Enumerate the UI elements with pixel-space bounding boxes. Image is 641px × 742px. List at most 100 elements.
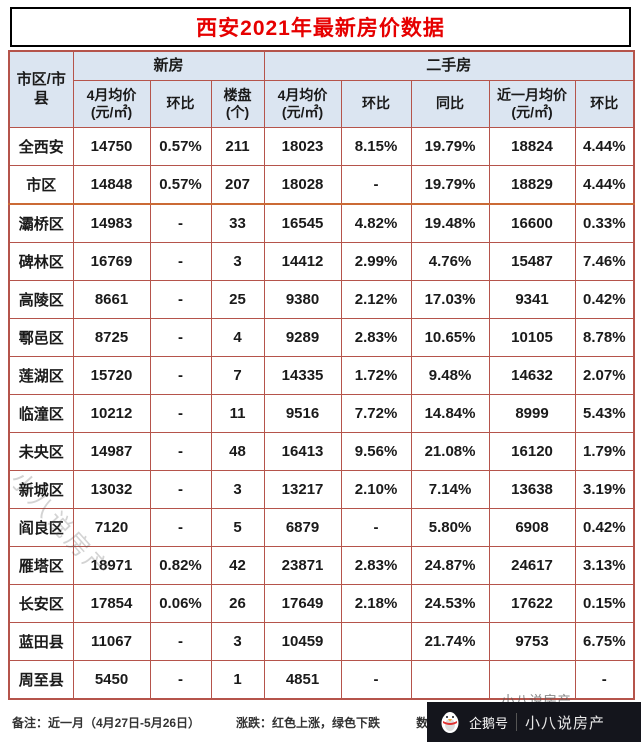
value-cell: 10.65%	[410, 318, 490, 357]
value-cell: 2.10%	[340, 470, 412, 509]
badge-account-label: 小八说房产	[525, 714, 606, 732]
value-cell: 10459	[263, 622, 342, 661]
value-cell: 9289	[263, 318, 342, 357]
col-header-new-mom: 环比	[149, 80, 212, 128]
value-cell: 21.08%	[410, 432, 490, 471]
value-cell: 13217	[263, 470, 342, 509]
value-cell: 1.79%	[574, 432, 635, 471]
value-cell: 8661	[72, 280, 151, 319]
district-name-cell: 长安区	[8, 584, 74, 623]
value-cell: 0.57%	[149, 165, 212, 205]
value-cell: 10105	[488, 318, 576, 357]
value-cell: 7.46%	[574, 242, 635, 281]
value-cell: 23871	[263, 546, 342, 585]
value-cell: 4851	[263, 660, 342, 700]
table-row: 新城区 13032-3 13217 2.10% 7.14% 13638 3.19%	[8, 470, 635, 509]
footer-note: 备注：近一月（4月27日-5月26日）	[12, 716, 201, 730]
district-name-cell: 灞桥区	[8, 203, 74, 243]
value-cell: 2.18%	[340, 584, 412, 623]
value-cell: 5.80%	[410, 508, 490, 547]
value-cell: 3	[210, 622, 265, 661]
value-cell: -	[149, 242, 212, 281]
col-header-used-mom: 环比	[340, 80, 412, 128]
table-row: 灞桥区 14983-33 16545 4.82% 19.48% 16600 0.33%	[8, 203, 635, 243]
value-cell: -	[340, 660, 412, 700]
value-cell: 6.75%	[574, 622, 635, 661]
value-cell: -	[149, 508, 212, 547]
value-cell: 3.19%	[574, 470, 635, 509]
value-cell: 33	[210, 203, 265, 243]
value-cell: 2.83%	[340, 318, 412, 357]
value-cell: 16600	[488, 203, 576, 243]
table-row: 全西安 14750 0.57% 211 18023 8.15% 19.79% 18824 4.4…	[8, 127, 635, 166]
value-cell: 9516	[263, 394, 342, 433]
value-cell: 4	[210, 318, 265, 357]
value-cell: -	[149, 394, 212, 433]
value-cell: 6879	[263, 508, 342, 547]
value-cell: 14750	[72, 127, 151, 166]
value-cell: -	[149, 203, 212, 243]
table-row: 未央区 14987-48 16413 9.56% 21.08% 16120 1.79%	[8, 432, 635, 471]
value-cell: 18824	[488, 127, 576, 166]
value-cell: 2.99%	[340, 242, 412, 281]
value-cell: -	[149, 470, 212, 509]
value-cell: 15487	[488, 242, 576, 281]
value-cell: 24.53%	[410, 584, 490, 623]
value-cell: -	[149, 622, 212, 661]
penguin-icon	[439, 710, 461, 734]
table-row: 雁塔区 18971 0.82% 42 23871 2.83% 24.87% 24617 3.13…	[8, 546, 635, 585]
value-cell: 42	[210, 546, 265, 585]
district-name-cell: 碑林区	[8, 242, 74, 281]
value-cell: 5.43%	[574, 394, 635, 433]
value-cell: 2.83%	[340, 546, 412, 585]
value-cell: 4.44%	[574, 127, 635, 166]
value-cell: -	[149, 356, 212, 395]
district-name-cell: 新城区	[8, 470, 74, 509]
value-cell: 10212	[72, 394, 151, 433]
value-cell: -	[574, 660, 635, 700]
value-cell: 6908	[488, 508, 576, 547]
col-header-new-april-avg: 4月均价(元/㎡)	[72, 80, 151, 128]
value-cell: 13638	[488, 470, 576, 509]
value-cell: 1	[210, 660, 265, 700]
value-cell: 18028	[263, 165, 342, 205]
district-name-cell: 周至县	[8, 660, 74, 700]
value-cell: 9341	[488, 280, 576, 319]
value-cell: 2.07%	[574, 356, 635, 395]
value-cell: -	[149, 432, 212, 471]
value-cell: 4.82%	[340, 203, 412, 243]
value-cell	[340, 622, 412, 661]
value-cell: 17622	[488, 584, 576, 623]
value-cell: 9380	[263, 280, 342, 319]
table-row: 市区 14848 0.57% 207 18028-19.79% 18829 4.44%	[8, 165, 635, 205]
table-row: 鄠邑区 8725-4 9289 2.83% 10.65% 10105 8.78%	[8, 318, 635, 357]
value-cell: 4.44%	[574, 165, 635, 205]
table-row: 周至县 5450-1 4851- -	[8, 660, 635, 700]
value-cell: 17.03%	[410, 280, 490, 319]
value-cell: 13032	[72, 470, 151, 509]
value-cell: 11067	[72, 622, 151, 661]
title-box: 西安2021年最新房价数据	[10, 7, 631, 47]
value-cell: 0.33%	[574, 203, 635, 243]
badge-divider	[516, 713, 518, 731]
district-name-cell: 临潼区	[8, 394, 74, 433]
value-cell: 3	[210, 470, 265, 509]
value-cell: 9753	[488, 622, 576, 661]
value-cell: 24.87%	[410, 546, 490, 585]
value-cell: 18023	[263, 127, 342, 166]
value-cell: 19.48%	[410, 203, 490, 243]
district-name-cell: 阎良区	[8, 508, 74, 547]
value-cell: 17649	[263, 584, 342, 623]
value-cell: 8999	[488, 394, 576, 433]
value-cell: 7.72%	[340, 394, 412, 433]
col-header-used-yoy: 同比	[410, 80, 490, 128]
price-table: 市区/市县 新房 二手房 4月均价(元/㎡) 环比 楼盘(个) 4月均价(元/㎡…	[8, 50, 636, 700]
value-cell: 207	[210, 165, 265, 205]
value-cell: 16120	[488, 432, 576, 471]
value-cell: 25	[210, 280, 265, 319]
value-cell: 3	[210, 242, 265, 281]
value-cell	[410, 660, 490, 700]
value-cell: 19.79%	[410, 165, 490, 205]
table-row: 临潼区 10212-11 9516 7.72% 14.84% 8999 5.43%	[8, 394, 635, 433]
header-group-row: 市区/市县 新房 二手房	[8, 50, 635, 128]
